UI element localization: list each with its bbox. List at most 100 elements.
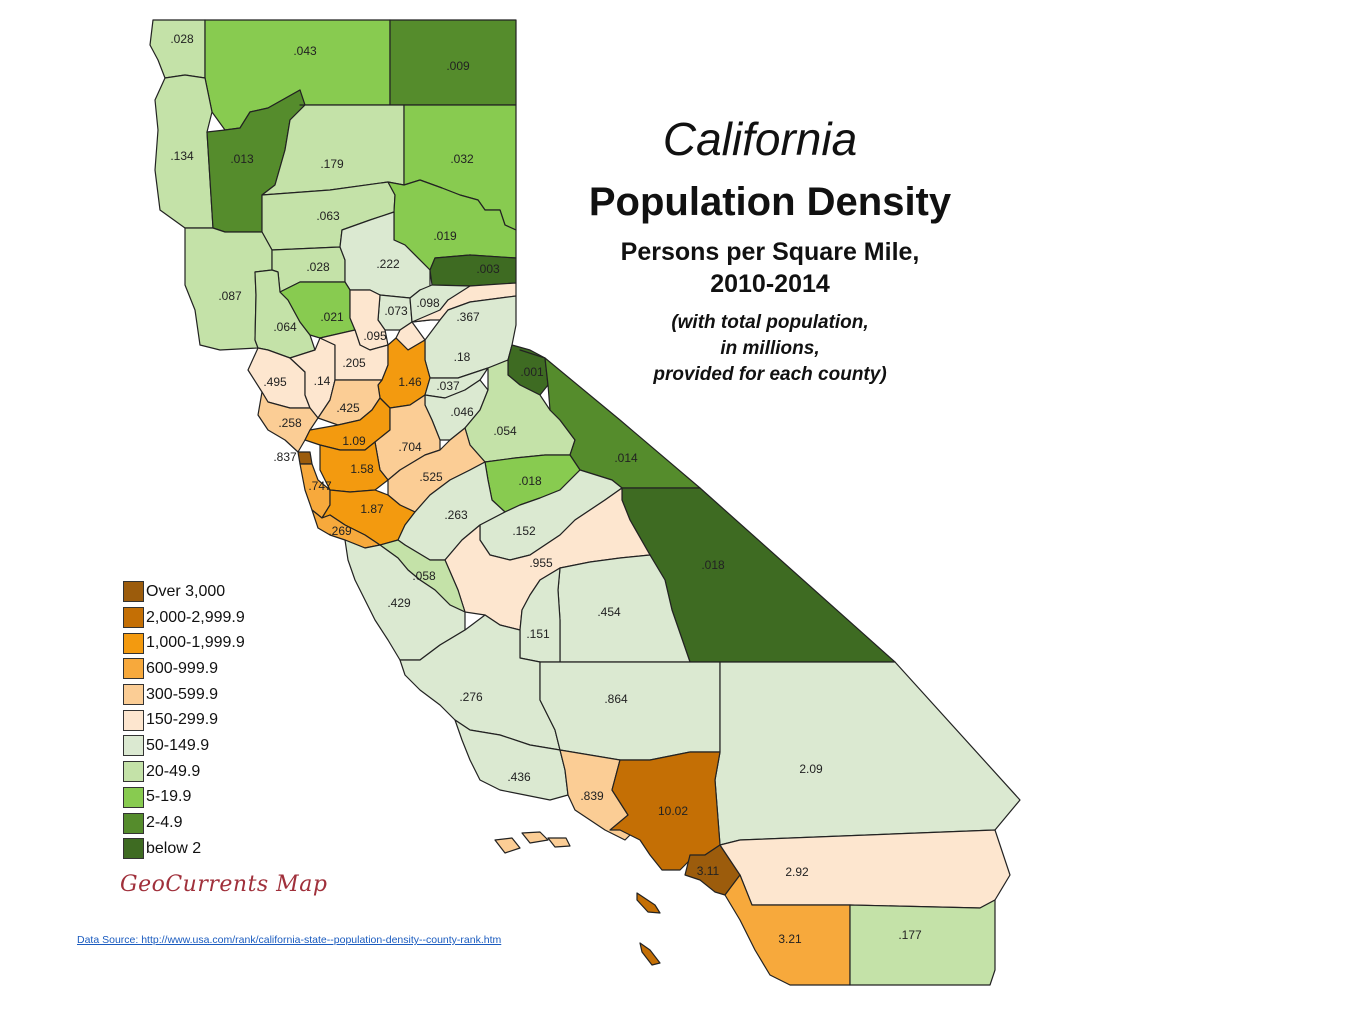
county-riverside — [719, 829, 1011, 909]
county-san-bernardino — [714, 661, 1021, 846]
county-label-tulare: .454 — [597, 605, 621, 619]
legend-swatch — [123, 684, 144, 706]
county-label-alpine: .001 — [520, 365, 544, 379]
legend-item: 1,000-1,999.9 — [123, 630, 245, 656]
county-label-san-bernardino: 2.09 — [799, 762, 823, 776]
legend-swatch — [123, 812, 144, 834]
county-label-del-norte: .028 — [170, 32, 194, 46]
county-label-los-angeles: 10.02 — [658, 804, 688, 818]
county-label-yuba: .073 — [384, 304, 408, 318]
county-label-riverside: 2.92 — [785, 865, 809, 879]
county-label-solano: .425 — [336, 401, 360, 415]
legend-swatch — [123, 786, 144, 808]
county-label-mono: .014 — [614, 451, 638, 465]
county-label-san-luis-obispo: .276 — [459, 690, 483, 704]
county-label-trinity: .013 — [230, 152, 254, 166]
legend-swatch — [123, 735, 144, 757]
county-label-yolo: .205 — [342, 356, 366, 370]
map-note-line3: provided for each county) — [653, 364, 887, 385]
channel-island — [639, 942, 661, 966]
legend-item: 2-4.9 — [123, 810, 245, 836]
legend-label: 1,000-1,999.9 — [146, 634, 245, 652]
legend-item: below 2 — [123, 836, 245, 862]
legend-swatch — [123, 658, 144, 680]
county-los-angeles — [609, 751, 721, 871]
county-label-santa-clara: 1.87 — [360, 502, 384, 516]
county-label-tehama: .063 — [316, 209, 340, 223]
county-label-tuolumne: .054 — [493, 424, 517, 438]
legend-item: 2,000-2,999.9 — [123, 605, 245, 631]
legend-label: 20-49.9 — [146, 762, 201, 780]
legend-item: Over 3,000 — [123, 579, 245, 605]
county-label-sacramento: 1.46 — [398, 375, 422, 389]
legend-label: Over 3,000 — [146, 582, 226, 600]
legend-label: 300-599.9 — [146, 685, 219, 703]
legend-label: 2,000-2,999.9 — [146, 608, 245, 626]
county-label-merced: .263 — [444, 508, 468, 522]
county-label-colusa: .021 — [320, 310, 344, 324]
legend-swatch — [123, 709, 144, 731]
county-label-nevada: .098 — [416, 296, 440, 310]
legend-item: 300-599.9 — [123, 682, 245, 708]
county-del-norte — [149, 19, 206, 79]
county-label-lake: .064 — [273, 320, 297, 334]
county-imperial — [849, 899, 996, 986]
county-label-placer: .367 — [456, 310, 480, 324]
legend-item: 150-299.9 — [123, 707, 245, 733]
legend-swatch — [123, 632, 144, 654]
map-subtitle: Population Density — [588, 180, 952, 224]
legend-label: 5-19.9 — [146, 788, 192, 806]
county-label-amador: .037 — [436, 379, 460, 393]
county-label-alameda: 1.58 — [350, 462, 374, 476]
county-label-mariposa: .018 — [518, 474, 542, 488]
channel-island — [521, 831, 549, 844]
county-label-marin: .258 — [278, 416, 302, 430]
data-source-link[interactable]: Data Source: http://www.usa.com/rank/cal… — [77, 934, 502, 946]
county-kern — [539, 661, 721, 761]
county-label-sierra: .003 — [476, 262, 500, 276]
county-label-san-joaquin: .704 — [398, 440, 422, 454]
county-label-mendocino: .087 — [218, 289, 242, 303]
county-label-kern: .864 — [604, 692, 628, 706]
legend: Over 3,000 2,000-2,999.9 1,000-1,999.9 6… — [123, 579, 245, 862]
county-label-lassen: .032 — [450, 152, 474, 166]
county-label-san-francisco: .837 — [273, 450, 297, 464]
map-note-line2: in millions, — [720, 338, 820, 359]
legend-swatch — [123, 581, 144, 603]
legend-item: 20-49.9 — [123, 759, 245, 785]
legend-label: 50-149.9 — [146, 736, 210, 754]
county-san-diego — [724, 874, 851, 986]
county-label-glenn: .028 — [306, 260, 330, 274]
legend-label: 2-4.9 — [146, 814, 183, 832]
county-sierra — [429, 254, 517, 287]
legend-label: below 2 — [146, 839, 202, 857]
channel-island — [547, 837, 571, 848]
county-label-san-diego: 3.21 — [778, 932, 802, 946]
county-label-santa-barbara: .436 — [507, 770, 531, 784]
brand-logo: GeoCurrents Map — [120, 872, 328, 897]
legend-swatch — [123, 838, 144, 860]
county-label-san-mateo: .747 — [308, 479, 332, 493]
county-label-kings: .151 — [526, 627, 550, 641]
legend-item: 600-999.9 — [123, 656, 245, 682]
channel-island — [494, 837, 521, 854]
county-label-plumas: .019 — [433, 229, 457, 243]
map-units-line1: Persons per Square Mile, — [620, 238, 920, 266]
county-label-fresno: .955 — [529, 556, 553, 570]
county-label-sonoma: .495 — [263, 375, 287, 389]
county-label-santa-cruz: .269 — [328, 524, 352, 538]
county-lake — [254, 269, 316, 359]
county-label-butte: .222 — [376, 257, 400, 271]
county-label-modoc: .009 — [446, 59, 470, 73]
county-label-humboldt: .134 — [170, 149, 194, 163]
legend-label: 150-299.9 — [146, 711, 219, 729]
county-label-san-benito: .058 — [412, 569, 436, 583]
channel-island — [636, 892, 661, 914]
county-san-francisco — [297, 451, 313, 465]
county-label-madera: .152 — [512, 524, 536, 538]
map-units-line2: 2010-2014 — [710, 270, 830, 298]
legend-item: 5-19.9 — [123, 785, 245, 811]
map-note: (with total population, in millions, pro… — [540, 310, 1000, 388]
county-label-shasta: .179 — [320, 157, 344, 171]
county-label-contra-costa: 1.09 — [342, 434, 366, 448]
